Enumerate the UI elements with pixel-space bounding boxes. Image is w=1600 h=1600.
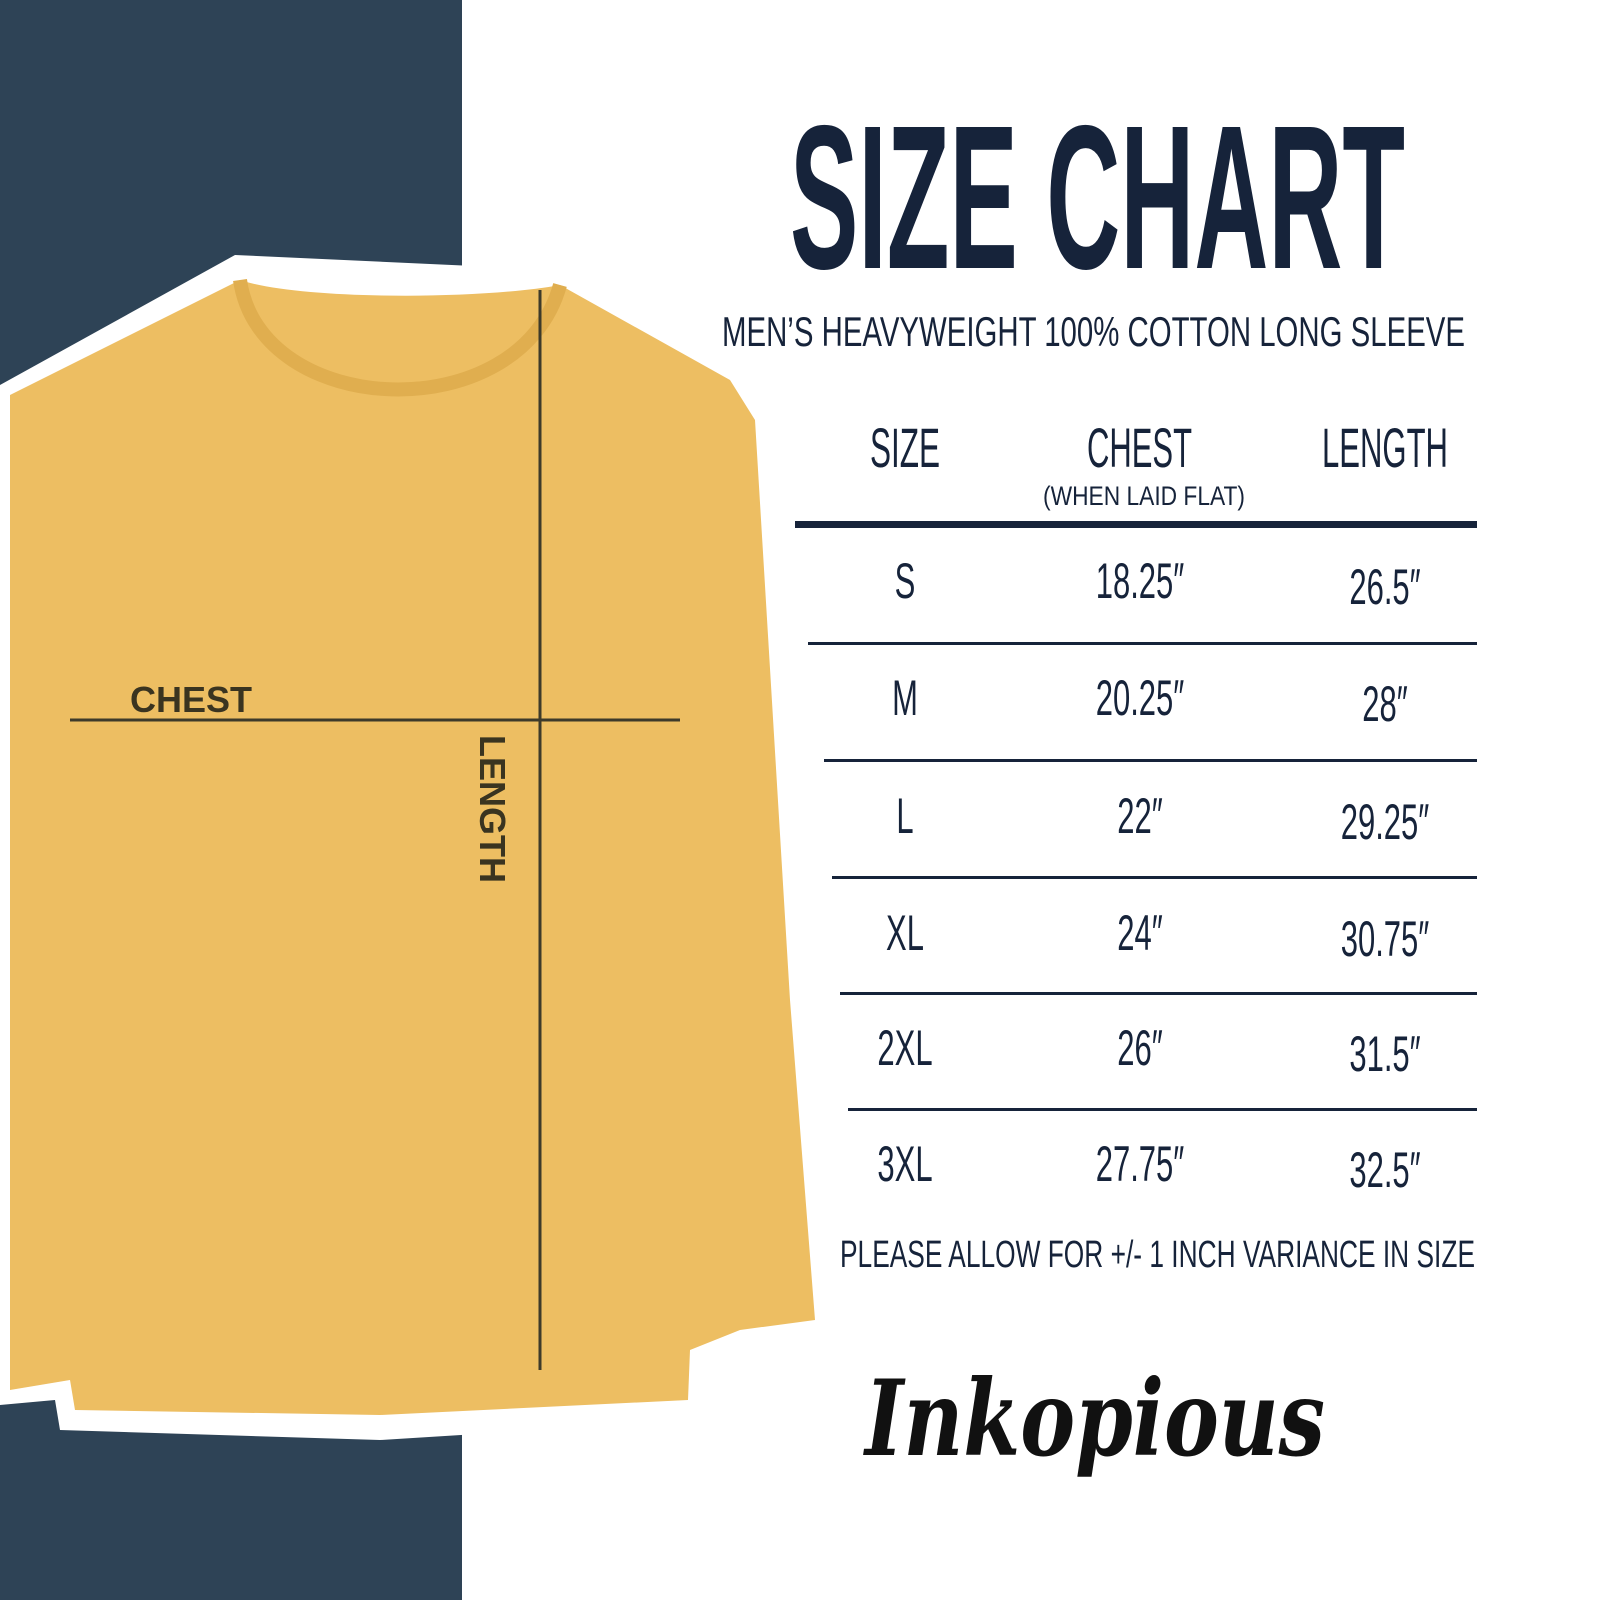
cell-length: 29.25″	[1341, 794, 1430, 850]
header-length: LENGTH	[1322, 416, 1448, 479]
cell-length: 30.75″	[1341, 911, 1430, 967]
header-divider	[795, 521, 1477, 528]
page-title: SIZE CHART	[790, 83, 1405, 312]
cell-chest: 26″	[1117, 1020, 1163, 1076]
header-chest-note: (WHEN LAID FLAT)	[1043, 481, 1245, 511]
variance-note: PLEASE ALLOW FOR +/- 1 INCH VARIANCE IN …	[840, 1234, 1475, 1276]
cell-length: 28″	[1362, 676, 1408, 732]
cell-chest: 20.25″	[1096, 670, 1185, 726]
length-label: LENGTH	[472, 735, 513, 883]
cell-size: L	[896, 788, 913, 844]
subtitle: MEN’S HEAVYWEIGHT 100% COTTON LONG SLEEV…	[722, 308, 1465, 355]
brand-logo: Inkopious	[863, 1356, 1325, 1480]
row-divider	[824, 759, 1477, 762]
row-divider	[840, 992, 1477, 995]
cell-chest: 18.25″	[1096, 553, 1185, 609]
shirt-collar	[233, 278, 567, 397]
row-divider	[848, 1108, 1477, 1111]
cell-chest: 22″	[1117, 788, 1163, 844]
chest-label: CHEST	[130, 679, 252, 720]
shirt-illustration: CHEST LENGTH	[0, 255, 835, 1440]
cell-size: S	[895, 553, 916, 609]
header-size: SIZE	[870, 416, 940, 479]
cell-size: 2XL	[877, 1020, 932, 1076]
size-table-rows: S 18.25″ 26.5″ M 20.25″ 28″ L 22″ 29.25″ XL 24″ 30.…	[808, 553, 1477, 1198]
cell-chest: 24″	[1117, 905, 1163, 961]
cell-length: 26.5″	[1349, 559, 1420, 615]
row-divider	[808, 642, 1477, 645]
cell-length: 31.5″	[1349, 1026, 1420, 1082]
header-chest: CHEST	[1087, 416, 1192, 479]
cell-size: XL	[886, 905, 924, 961]
cell-size: M	[892, 670, 918, 726]
row-divider	[832, 876, 1477, 879]
cell-length: 32.5″	[1349, 1142, 1420, 1198]
cell-size: 3XL	[877, 1136, 932, 1192]
cell-chest: 27.75″	[1096, 1136, 1185, 1192]
shirt-body	[10, 280, 815, 1415]
